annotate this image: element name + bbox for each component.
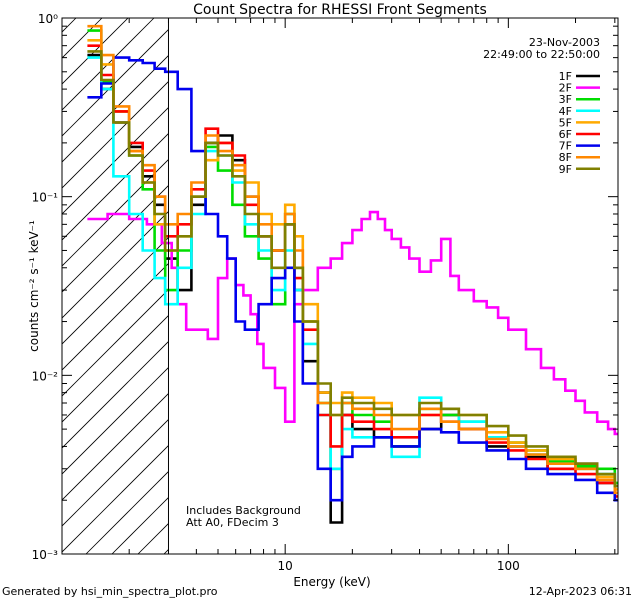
hatch-line (0, 18, 24, 554)
legend-label-6F: 6F (559, 128, 572, 141)
time-range-label: 22:49:00 to 22:50:00 (483, 48, 600, 61)
hatch-line (62, 444, 169, 553)
series-line-1F (87, 53, 618, 524)
plot-frame (61, 17, 619, 555)
hatch-line (62, 288, 169, 397)
series-line-2F (87, 210, 618, 436)
date-label: 23-Nov-2003 (529, 36, 600, 49)
hatch-line (62, 18, 155, 111)
annotation-background: Includes Background (186, 504, 301, 517)
hatch-line (62, 418, 169, 527)
legend-label-1F: 1F (559, 70, 572, 83)
legend-label-3F: 3F (559, 93, 572, 106)
hatch-line (62, 158, 169, 267)
hatch-line (62, 184, 169, 293)
y-tick-label: 10⁰ (38, 12, 58, 26)
hatch-line (62, 28, 169, 137)
hatch-line (62, 210, 169, 319)
x-axis-label: Energy (keV) (293, 575, 370, 589)
x-tick-label: 100 (497, 559, 520, 573)
hatch-line (62, 236, 169, 345)
hatch-line (62, 80, 169, 189)
chart-title: Count Spectra for RHESSI Front Segments (193, 2, 487, 18)
series-line-3F (87, 29, 618, 485)
series-line-9F (87, 50, 618, 488)
series-layer (87, 24, 618, 524)
generated-by-label: Generated by hsi_min_spectra_plot.pro (2, 585, 218, 598)
hatch-line (62, 18, 103, 59)
legend-label-8F: 8F (559, 151, 572, 164)
hatch-line (0, 18, 50, 554)
hatch-line (62, 18, 129, 85)
legend-label-7F: 7F (559, 140, 572, 153)
hatch-line (62, 392, 169, 501)
legend-label-4F: 4F (559, 105, 572, 118)
hatch-line (62, 314, 169, 423)
legend-label-5F: 5F (559, 116, 572, 129)
legend-label-2F: 2F (559, 82, 572, 95)
y-axis-label: counts cm⁻² s⁻¹ keV⁻¹ (27, 220, 41, 352)
annotation-attenuator: Att A0, FDecim 3 (186, 516, 279, 529)
x-tick-label: 10 (278, 559, 293, 573)
hatch-line (62, 262, 169, 371)
series-line-7F (87, 56, 618, 502)
y-tick-label: 10⁻² (32, 369, 59, 383)
footer-timestamp: 12-Apr-2023 06:31 (529, 585, 632, 598)
legend-label-9F: 9F (559, 163, 572, 176)
hatch-line (62, 366, 169, 475)
y-tick-label: 10⁻¹ (32, 191, 59, 205)
axes: 10 100 10⁰ 10⁻¹ 10⁻² 10⁻³ (32, 12, 618, 573)
y-tick-label: 10⁻³ (32, 548, 59, 562)
